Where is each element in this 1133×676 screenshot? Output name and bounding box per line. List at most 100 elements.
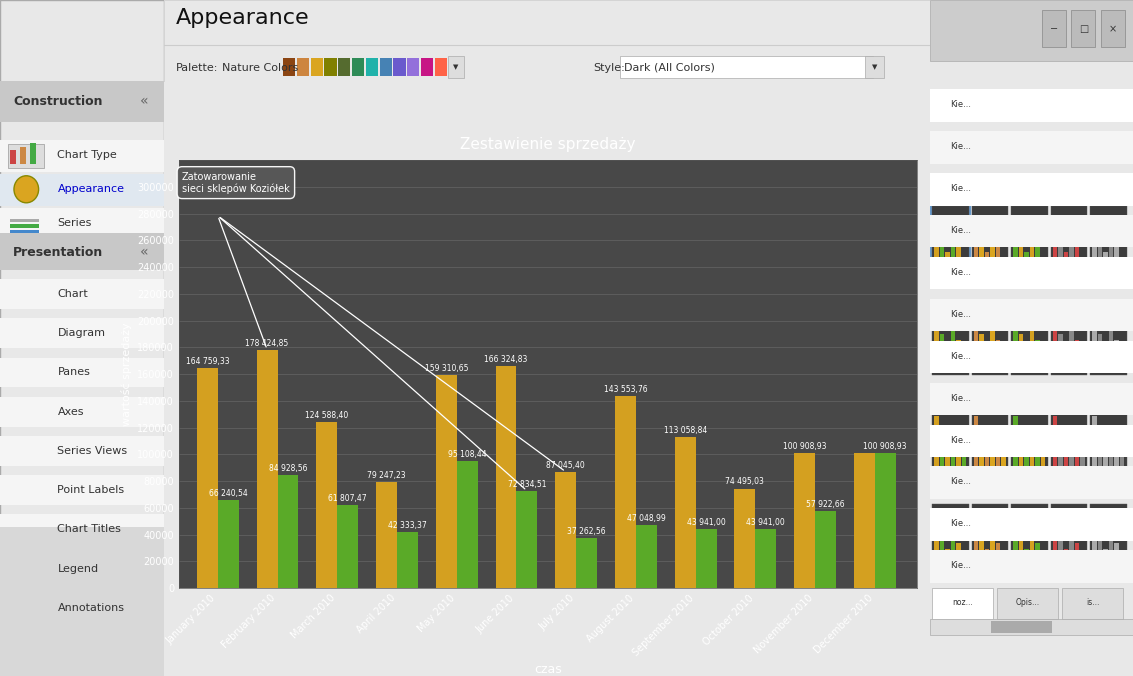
Text: Legend: Legend <box>58 564 99 573</box>
Text: Annotations: Annotations <box>58 603 125 612</box>
Bar <box>397 531 418 588</box>
Text: 159 310,65: 159 310,65 <box>425 364 468 373</box>
Bar <box>1002 556 1006 575</box>
Text: ×: × <box>1109 24 1117 34</box>
Bar <box>1070 328 1074 372</box>
Bar <box>0 233 164 270</box>
Bar <box>962 454 966 473</box>
Text: Panes: Panes <box>58 368 91 377</box>
Bar <box>1104 347 1108 372</box>
Text: Palette:: Palette: <box>176 63 219 72</box>
Text: −: − <box>1050 24 1058 34</box>
Bar <box>324 57 337 76</box>
Bar <box>197 368 218 588</box>
Bar <box>10 219 40 222</box>
Text: 95 108,44: 95 108,44 <box>448 450 486 459</box>
Text: Kie...: Kie... <box>951 184 971 193</box>
Bar <box>1051 504 1088 578</box>
Bar <box>1075 245 1080 277</box>
Bar <box>997 588 1058 619</box>
Bar <box>1012 301 1048 375</box>
Bar <box>1030 531 1034 575</box>
Bar <box>1098 239 1102 277</box>
Bar <box>436 375 457 588</box>
Bar <box>1109 328 1114 372</box>
Text: 42 333,37: 42 333,37 <box>389 521 427 529</box>
Bar <box>283 57 296 76</box>
Bar <box>990 429 995 473</box>
Bar <box>1024 550 1029 575</box>
Bar <box>278 475 298 588</box>
Bar <box>1012 504 1048 578</box>
Bar <box>930 89 1133 122</box>
Ellipse shape <box>14 176 39 203</box>
Bar <box>930 257 1133 289</box>
Bar <box>935 518 939 575</box>
Text: 66 240,54: 66 240,54 <box>208 489 248 498</box>
Bar <box>979 334 983 372</box>
Bar <box>1041 353 1045 372</box>
Bar <box>939 435 944 473</box>
Bar <box>932 206 969 281</box>
Text: 43 941,00: 43 941,00 <box>747 518 785 527</box>
Bar <box>615 396 636 588</box>
Bar <box>973 315 978 372</box>
Bar <box>517 491 537 588</box>
Text: Kie...: Kie... <box>951 561 971 571</box>
Text: Kie...: Kie... <box>951 142 971 151</box>
Bar <box>973 518 978 575</box>
Bar <box>0 140 164 172</box>
Bar <box>996 245 1000 277</box>
Bar <box>1080 258 1084 277</box>
Bar <box>935 315 939 372</box>
Bar <box>930 466 1133 499</box>
Title: Zestawienie sprzedaży: Zestawienie sprzedaży <box>460 137 636 152</box>
Bar <box>973 416 978 473</box>
Bar <box>0 527 164 676</box>
Bar <box>1058 435 1063 473</box>
Bar <box>1013 315 1017 372</box>
Bar <box>0 554 164 583</box>
Bar <box>1064 347 1068 372</box>
Bar <box>1013 220 1017 277</box>
Bar <box>457 461 478 588</box>
Bar <box>939 239 944 277</box>
Text: Zatowarowanie
sieci sklepów Koziółek: Zatowarowanie sieci sklepów Koziółek <box>182 172 290 194</box>
Text: Kie...: Kie... <box>951 310 971 319</box>
Bar <box>930 550 1133 583</box>
Bar <box>1036 245 1040 277</box>
Bar <box>0 475 164 505</box>
Bar <box>1036 340 1040 372</box>
Bar <box>218 500 239 588</box>
Bar <box>0 174 164 206</box>
Bar <box>0 81 164 122</box>
Y-axis label: wartość sprzedaży: wartość sprzedaży <box>120 322 131 426</box>
Bar <box>1092 416 1097 473</box>
Bar <box>945 347 949 372</box>
Bar <box>972 504 1008 578</box>
Bar <box>380 57 392 76</box>
Bar <box>310 57 323 76</box>
Text: 84 928,56: 84 928,56 <box>269 464 307 473</box>
Bar <box>956 245 961 277</box>
Bar <box>1098 334 1102 372</box>
Bar <box>945 448 949 473</box>
Bar <box>939 334 944 372</box>
Bar <box>985 448 989 473</box>
Bar <box>636 525 657 588</box>
Bar <box>1053 315 1057 372</box>
Bar <box>930 341 1133 373</box>
Bar <box>996 543 1000 575</box>
Text: Appearance: Appearance <box>176 8 309 28</box>
Bar <box>1024 252 1029 277</box>
Bar <box>1053 518 1057 575</box>
Bar <box>1064 448 1068 473</box>
Bar <box>930 619 1133 635</box>
Text: Presentation: Presentation <box>14 245 103 259</box>
Text: Diagram: Diagram <box>58 329 105 338</box>
Bar <box>930 299 1133 331</box>
Text: 37 262,56: 37 262,56 <box>568 527 606 536</box>
Text: 57 922,66: 57 922,66 <box>807 500 845 508</box>
Bar <box>1119 258 1124 277</box>
Bar <box>1119 353 1124 372</box>
